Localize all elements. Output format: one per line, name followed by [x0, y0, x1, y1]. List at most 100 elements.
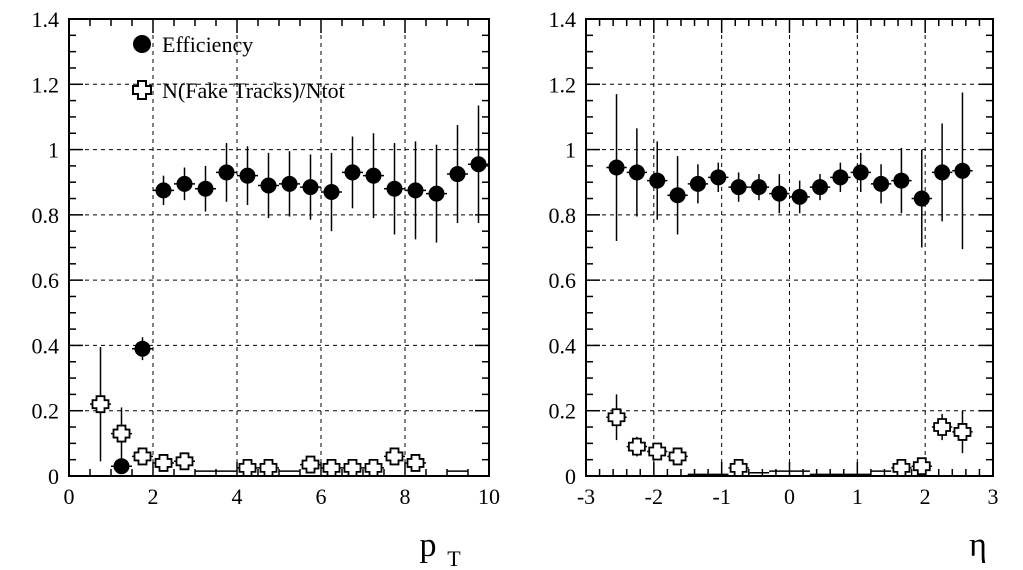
data-point — [730, 179, 747, 196]
data-point — [750, 179, 767, 196]
data-point — [608, 159, 625, 176]
data-point — [852, 164, 869, 181]
data-point — [668, 447, 687, 466]
data-point — [386, 180, 403, 197]
data-point — [729, 458, 748, 477]
x-tick-label: 2 — [148, 484, 159, 509]
data-point — [155, 182, 172, 199]
grid — [69, 19, 489, 476]
data-point — [322, 458, 341, 477]
y-tick-label: 0.6 — [549, 268, 577, 293]
data-point — [239, 167, 256, 184]
axis-ticks — [68, 18, 490, 477]
data-point — [197, 180, 214, 197]
x-tick-label: 1 — [852, 484, 863, 509]
y-tick-label: 0.8 — [32, 203, 60, 228]
data-point — [218, 164, 235, 181]
x-tick-label: 10 — [478, 484, 500, 509]
data-point — [133, 447, 152, 466]
y-tick-label: 0.6 — [32, 268, 60, 293]
data-point — [791, 188, 808, 205]
data-point — [343, 458, 362, 477]
legend: Efficiency N(Fake Tracks)/Ntot — [132, 32, 345, 103]
x-tick-label: 0 — [64, 484, 75, 509]
data-point — [669, 187, 686, 204]
y-tick-label: 0.2 — [549, 399, 577, 424]
legend-label-fake-tracks: N(Fake Tracks)/Ntot — [162, 78, 345, 103]
series-efficiency — [606, 92, 973, 250]
data-point — [953, 423, 972, 441]
data-point — [281, 175, 298, 192]
y-tick-label: 1.2 — [549, 72, 577, 97]
data-point — [406, 454, 425, 472]
data-point — [91, 395, 110, 414]
x-tick-label: 0 — [784, 484, 795, 509]
data-point — [113, 458, 130, 475]
data-point — [407, 182, 424, 199]
legend-marker-efficiency — [133, 35, 151, 53]
data-point — [364, 458, 383, 477]
data-point — [344, 164, 361, 181]
y-tick-label: 1 — [565, 138, 576, 163]
data-point — [934, 164, 951, 181]
data-point — [112, 424, 131, 443]
x-tick-label: 3 — [988, 484, 999, 509]
x-tick-label: 6 — [316, 484, 327, 509]
data-point — [259, 458, 278, 477]
data-point — [302, 179, 319, 196]
y-tick-label: 0.4 — [32, 333, 60, 358]
data-point — [912, 457, 931, 476]
legend-marker-fake-tracks — [132, 80, 152, 100]
eta-panel: -3 -2 -1 0 1 2 3 0 0.2 0.4 0.6 0.8 1 1.2 1.4 η — [549, 7, 999, 564]
x-tick-label: 4 — [232, 484, 243, 509]
data-point — [154, 454, 173, 472]
x-axis-title-subscript: T — [447, 546, 461, 570]
data-point — [832, 169, 849, 186]
y-tick-label: 0 — [565, 464, 576, 489]
y-tick-label: 1 — [48, 138, 59, 163]
y-tick-label: 0 — [48, 464, 59, 489]
data-point — [385, 447, 404, 466]
x-tick-label: -2 — [645, 484, 663, 509]
y-tick-label: 0.8 — [549, 203, 577, 228]
data-point — [175, 452, 194, 471]
data-point — [428, 185, 445, 202]
y-tick-label: 0.2 — [32, 399, 60, 424]
data-point — [893, 172, 910, 189]
data-point — [649, 172, 666, 189]
x-tick-label: 2 — [920, 484, 931, 509]
data-point — [873, 175, 890, 192]
data-point — [449, 166, 466, 183]
data-point — [323, 184, 340, 201]
data-point — [812, 179, 829, 196]
legend-label-efficiency: Efficiency — [162, 32, 253, 57]
data-point — [470, 156, 487, 173]
data-point — [260, 177, 277, 194]
y-tick-label: 1.4 — [32, 7, 60, 32]
data-point — [365, 167, 382, 184]
data-point — [771, 185, 788, 202]
data-point — [627, 437, 646, 456]
data-point — [301, 455, 320, 474]
data-point — [710, 169, 727, 186]
series-efficiency — [111, 105, 489, 475]
series-fake-tracks — [90, 347, 489, 477]
x-tick-label: -3 — [577, 484, 595, 509]
data-point — [607, 408, 626, 427]
data-point — [134, 340, 151, 357]
data-point — [933, 418, 952, 436]
x-axis-title: p — [420, 527, 437, 564]
axis-ticks — [585, 18, 994, 477]
data-point — [648, 442, 667, 461]
plot-frame — [585, 18, 994, 477]
data-point — [238, 458, 257, 477]
data-point — [689, 175, 706, 192]
data-point — [913, 190, 930, 207]
x-tick-label: 8 — [400, 484, 411, 509]
y-tick-label: 0.4 — [549, 333, 577, 358]
y-tick-label: 1.4 — [549, 7, 577, 32]
data-point — [954, 162, 971, 179]
data-point — [892, 458, 911, 477]
data-point — [628, 164, 645, 181]
